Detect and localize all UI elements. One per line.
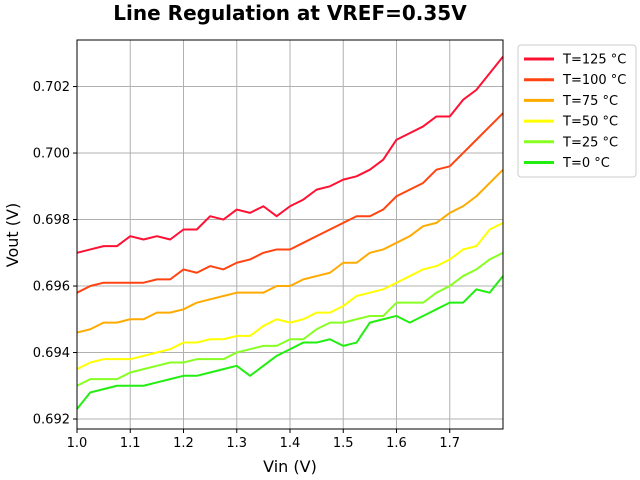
series-layer	[76, 55, 504, 410]
x-tick-label: 1.0	[67, 436, 88, 451]
legend: T=125 °C T=100 °C T=75 °C T=50 °C T=25 °C T=0…	[517, 44, 637, 178]
x-tick-label: 1.2	[173, 436, 194, 451]
series-line	[76, 275, 504, 410]
legend-label: T=25 °C	[562, 135, 618, 150]
x-tick-label: 1.3	[226, 436, 247, 451]
series-line	[76, 112, 504, 294]
y-tick-label: 0.702	[33, 80, 70, 95]
legend-label: T=0 °C	[562, 156, 610, 171]
series-line	[76, 55, 504, 254]
y-tick-label: 0.694	[33, 346, 70, 361]
legend-label: T=125 °C	[562, 53, 626, 68]
series-line	[76, 251, 504, 387]
x-axis-title: Vin (V)	[263, 457, 317, 476]
tick-layer: 1.0 1.1 1.2 1.3 1.4 1.5 1.6 1.7 0.692 0.694 0.696 0…	[33, 80, 460, 451]
y-axis-title: Vout (V)	[3, 203, 22, 267]
legend-label: T=50 °C	[562, 115, 618, 130]
x-tick-label: 1.7	[439, 436, 460, 451]
x-tick-label: 1.1	[120, 436, 141, 451]
chart-title: Line Regulation at VREF=0.35V	[113, 1, 467, 25]
x-tick-label: 1.4	[280, 436, 301, 451]
legend-frame	[517, 44, 637, 178]
x-tick-label: 1.5	[333, 436, 354, 451]
y-tick-label: 0.696	[33, 280, 70, 295]
legend-label: T=100 °C	[562, 73, 626, 88]
y-tick-label: 0.700	[33, 147, 70, 162]
legend-label: T=75 °C	[562, 94, 618, 109]
x-tick-label: 1.6	[386, 436, 407, 451]
series-line	[76, 221, 504, 371]
series-line	[76, 168, 504, 334]
y-tick-label: 0.692	[33, 413, 70, 428]
y-tick-label: 0.698	[33, 213, 70, 228]
